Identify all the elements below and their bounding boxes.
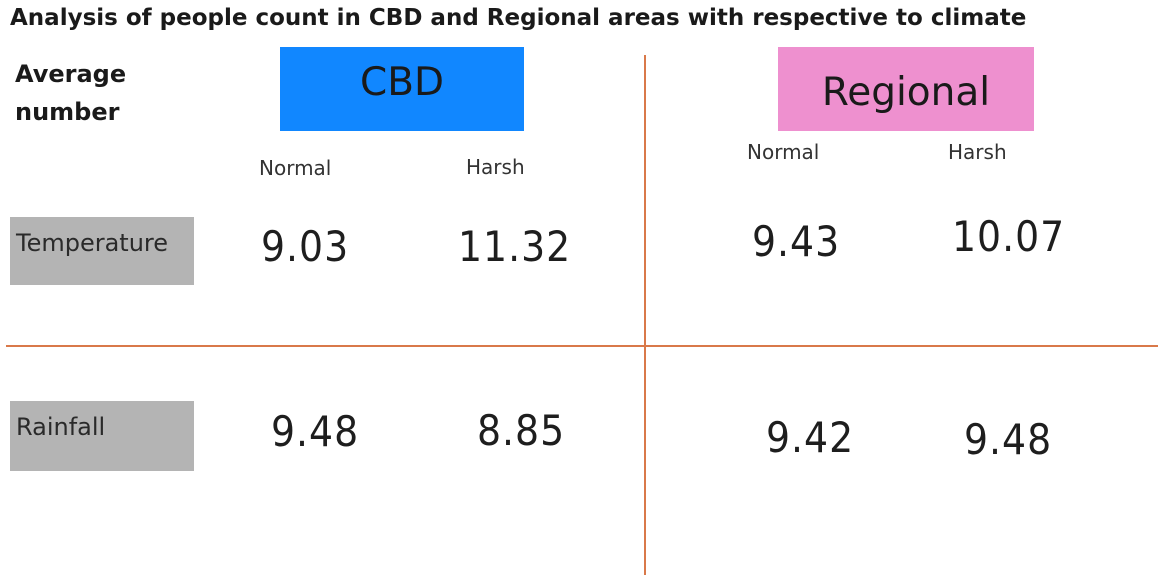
regional-header: Regional — [778, 47, 1034, 131]
rainfall-cbd-normal-value: 9.48 — [271, 407, 360, 456]
temperature-cbd-harsh-value: 11.32 — [458, 222, 572, 271]
row-label-temperature: Temperature — [10, 217, 194, 285]
temperature-cbd-normal-value: 9.03 — [261, 222, 350, 271]
cbd-harsh-subheader: Harsh — [466, 155, 525, 179]
regional-normal-subheader: Normal — [747, 140, 820, 164]
vertical-divider — [644, 55, 646, 575]
row-label-rainfall: Rainfall — [10, 401, 194, 471]
regional-harsh-subheader: Harsh — [948, 140, 1007, 164]
rainfall-cbd-harsh-value: 8.85 — [477, 406, 566, 455]
cbd-header: CBD — [280, 47, 524, 131]
rainfall-regional-harsh-value: 9.48 — [964, 415, 1053, 464]
temperature-regional-normal-value: 9.43 — [752, 217, 841, 266]
page-title: Analysis of people count in CBD and Regi… — [10, 5, 1027, 31]
corner-label-line1: Average — [15, 60, 127, 88]
horizontal-divider — [6, 345, 1158, 347]
corner-label: Average number — [15, 55, 195, 131]
temperature-regional-harsh-value: 10.07 — [952, 212, 1066, 261]
corner-label-line2: number — [15, 98, 120, 126]
cbd-normal-subheader: Normal — [259, 156, 332, 180]
rainfall-regional-normal-value: 9.42 — [766, 413, 855, 462]
